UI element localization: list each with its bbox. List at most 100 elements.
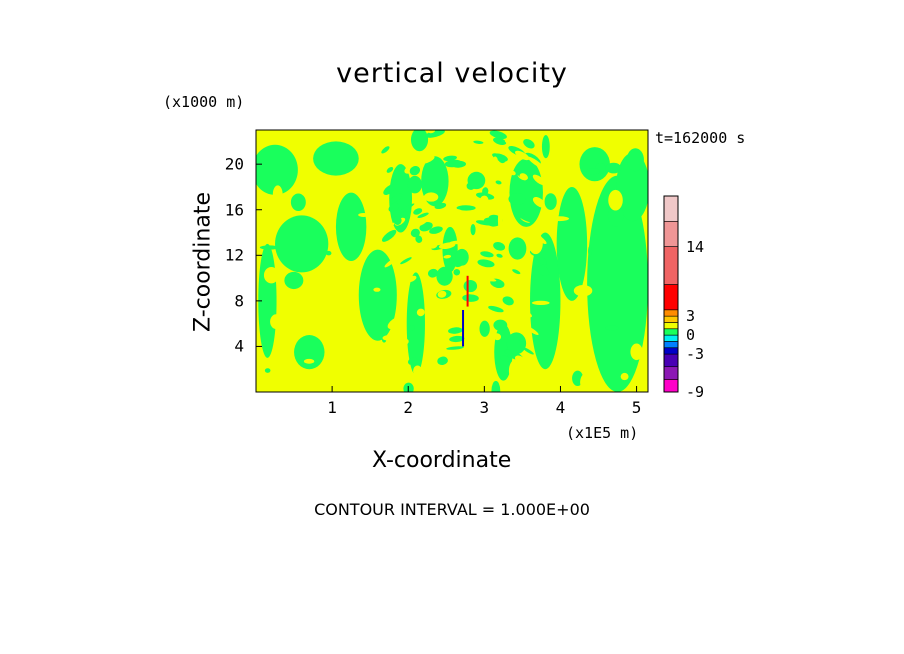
colorbar-tick-label: -3	[686, 345, 705, 364]
field-patch	[310, 276, 326, 287]
colorbar-band	[663, 334, 679, 342]
field-patch	[500, 355, 510, 362]
field-patch	[515, 328, 530, 338]
field-patch	[413, 218, 427, 227]
field-patch	[508, 156, 517, 165]
field-patch	[525, 180, 541, 191]
field-patch	[514, 211, 533, 223]
field-patch	[382, 335, 397, 341]
field-patch	[438, 242, 456, 250]
x-tick-label: 3	[479, 398, 490, 417]
field-patch	[556, 186, 588, 301]
field-patch	[514, 133, 522, 138]
z-scale-label: (x1000 m)	[163, 93, 245, 111]
field-patch	[463, 280, 478, 293]
field-patch	[519, 173, 528, 181]
field-patch	[264, 368, 271, 373]
field-patch	[495, 180, 502, 185]
y-axis-label: Z-coordinate	[190, 192, 216, 332]
field-patch	[585, 168, 600, 175]
field-patch	[308, 286, 320, 296]
field-patch	[449, 335, 465, 343]
field-patch	[507, 228, 523, 237]
field-patch	[534, 138, 540, 144]
field-patch	[457, 315, 474, 324]
field-patch	[587, 175, 648, 392]
field-patch	[272, 185, 283, 204]
field-patch	[284, 373, 298, 380]
field-patch	[538, 257, 547, 266]
colorbar-band	[663, 353, 679, 368]
field-patch	[428, 241, 438, 249]
field-patch	[544, 193, 557, 210]
field-patch	[456, 205, 476, 211]
field-patch	[515, 309, 525, 315]
field-patch	[407, 275, 417, 283]
field-patch	[467, 171, 486, 190]
field-patch	[608, 189, 623, 211]
field-patch	[373, 287, 381, 292]
y-tick-label: 4	[234, 336, 244, 356]
field-patch	[493, 319, 508, 331]
field-patch	[407, 325, 415, 332]
field-patch	[522, 347, 534, 355]
x-tick-label: 2	[403, 398, 414, 417]
field-patch	[504, 309, 511, 314]
field-patch	[541, 135, 550, 159]
field-patch	[491, 380, 501, 392]
field-patch	[379, 222, 395, 236]
field-patch	[395, 243, 400, 259]
x-scale-label: (x1E5 m)	[566, 424, 639, 442]
field-patch	[473, 140, 484, 144]
field-patch	[432, 305, 440, 311]
field-patch	[580, 371, 598, 392]
field-patch	[519, 336, 524, 342]
field-patch	[358, 249, 397, 341]
field-patch	[427, 268, 438, 278]
field-patch	[453, 269, 461, 276]
field-patch	[407, 357, 418, 365]
field-patch	[455, 248, 469, 266]
field-patch	[442, 226, 458, 273]
field-patch	[444, 159, 462, 168]
field-patch	[528, 232, 543, 255]
field-patch	[532, 196, 546, 208]
field-patch	[384, 258, 396, 268]
field-patch	[381, 229, 397, 242]
field-patch	[416, 308, 425, 317]
field-patch	[256, 144, 298, 195]
field-patch	[588, 245, 593, 257]
field-patch	[389, 193, 403, 204]
field-patch	[443, 254, 452, 259]
field-patch	[446, 346, 464, 350]
colorbar-band	[663, 315, 679, 323]
field-patch	[398, 203, 415, 213]
field-patch	[480, 195, 489, 204]
field-patch	[413, 365, 422, 377]
field-patch	[492, 156, 499, 170]
colorbar-band	[663, 246, 679, 285]
field-patch	[386, 374, 402, 387]
colorbar-band	[663, 284, 679, 311]
field-patch	[410, 130, 429, 152]
y-tick-label: 12	[224, 245, 244, 265]
field-patch	[259, 245, 279, 250]
field-patch	[386, 167, 394, 173]
field-patch	[358, 212, 370, 217]
colorbar-band	[663, 341, 679, 349]
field-patch	[537, 265, 550, 277]
x-tick-label: 5	[631, 398, 642, 417]
field-patch	[462, 270, 472, 280]
field-patch	[489, 130, 507, 140]
field-patch	[313, 141, 359, 176]
field-patch	[436, 266, 453, 286]
field-patch	[504, 139, 512, 144]
colorbar-tick-label: 14	[686, 237, 705, 256]
field-patch	[407, 175, 423, 194]
plot-frame	[255, 129, 649, 393]
field-patch	[290, 193, 306, 212]
colorbar-band	[663, 366, 679, 380]
field-patch	[532, 174, 546, 186]
field-patch	[437, 290, 447, 298]
field-patch	[470, 224, 476, 236]
